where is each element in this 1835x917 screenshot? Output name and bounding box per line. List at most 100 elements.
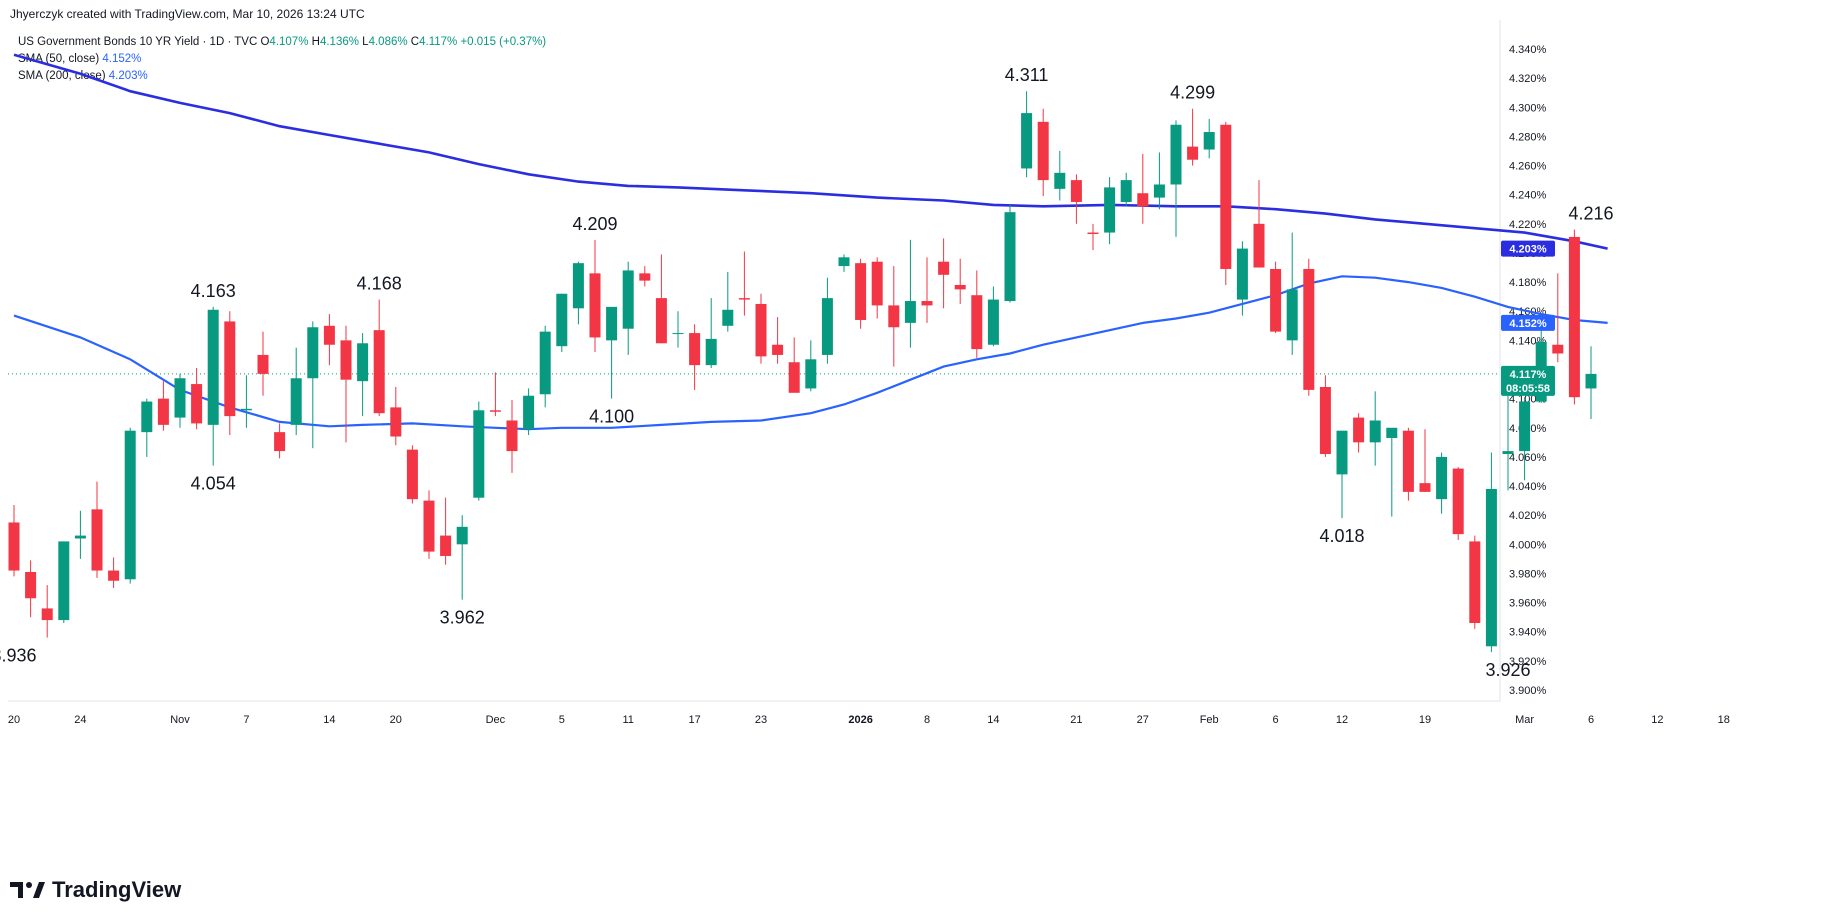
candle — [938, 238, 950, 309]
candle-body — [1286, 289, 1298, 341]
candle-body — [1137, 193, 1149, 207]
candle-body — [888, 305, 900, 328]
candle-body — [871, 261, 883, 306]
y-tick-label: 3.980% — [1509, 568, 1547, 580]
candle — [1568, 229, 1580, 405]
candle-body — [373, 330, 385, 414]
candle — [1253, 180, 1265, 268]
candle — [307, 321, 319, 449]
candle — [888, 266, 900, 367]
candle — [423, 490, 435, 559]
x-tick-label: 5 — [559, 714, 565, 726]
sma200-legend-row[interactable]: SMA (200, close) 4.203% — [18, 68, 546, 85]
candle — [788, 337, 800, 393]
candle-body — [772, 344, 784, 355]
y-tick-label: 3.920% — [1509, 656, 1547, 668]
candle — [1220, 121, 1232, 286]
candle — [589, 239, 601, 353]
candle — [1585, 346, 1597, 420]
price-annotation: 4.299 — [1170, 83, 1215, 103]
candle — [257, 331, 269, 396]
candle — [1037, 108, 1049, 197]
candle — [473, 401, 485, 501]
candle — [1270, 261, 1282, 334]
candles — [8, 91, 1597, 653]
candle-body — [1120, 180, 1132, 202]
candle-body — [1303, 268, 1315, 390]
candle — [157, 381, 169, 431]
y-tick-label: 4.020% — [1509, 510, 1547, 522]
candle-body — [788, 362, 800, 393]
candle-body — [689, 333, 701, 366]
candle — [390, 386, 402, 446]
x-axis: 20 24 Nov 7 14 20 Dec 5 11 17 23 2026 8 14 21 27 Feb 6 12 1… — [8, 714, 1730, 726]
candle-body — [1187, 146, 1199, 160]
candle-body — [1236, 248, 1248, 300]
candle-body — [1568, 236, 1580, 398]
candle-body — [738, 298, 750, 300]
x-tick-label: 21 — [1070, 714, 1082, 726]
candle-body — [357, 343, 369, 382]
candle-body — [340, 340, 352, 380]
candle — [1419, 429, 1431, 492]
candle-body — [556, 293, 568, 347]
tradingview-brand[interactable]: TradingView — [10, 877, 181, 903]
candle-body — [1170, 124, 1182, 185]
y-tick-label: 4.180% — [1509, 277, 1547, 289]
x-tick-label: 6 — [1588, 714, 1594, 726]
y-tick-label: 4.220% — [1509, 219, 1547, 231]
candle — [357, 333, 369, 417]
open-value: 4.107% — [269, 36, 309, 48]
candle — [871, 257, 883, 319]
x-tick-label: 24 — [74, 714, 86, 726]
candle-body — [672, 333, 684, 335]
candle — [1552, 273, 1564, 363]
symbol-title[interactable]: US Government Bonds 10 YR Yield · 1D · T… — [18, 36, 258, 48]
candle — [1452, 467, 1464, 540]
candle — [1170, 120, 1182, 237]
change-value: +0.015 (+0.37%) — [460, 36, 547, 48]
candle-body — [539, 331, 551, 395]
candle — [705, 298, 717, 369]
price-annotation: 4.018 — [1319, 526, 1364, 546]
candle — [290, 347, 302, 436]
candle-body — [855, 263, 867, 320]
candle-body — [1220, 124, 1232, 269]
candle-body — [606, 306, 618, 341]
candle-body — [1402, 430, 1414, 492]
candle — [606, 306, 618, 399]
candle-body — [1270, 268, 1282, 332]
candle — [41, 585, 53, 638]
candle — [1469, 535, 1481, 629]
brand-name: TradingView — [52, 877, 182, 902]
price-annotation: 4.216 — [1568, 204, 1613, 224]
candle — [1303, 258, 1315, 396]
candle — [855, 258, 867, 329]
x-tick-label: 12 — [1651, 714, 1663, 726]
y-tick-label: 4.300% — [1509, 102, 1547, 114]
high-value: 4.136% — [319, 36, 359, 48]
candle — [987, 286, 999, 347]
candle-body — [1153, 184, 1165, 198]
price-annotation: 4.209 — [572, 214, 617, 234]
x-tick-label: 23 — [755, 714, 767, 726]
candle-body — [307, 327, 319, 379]
ohlc-legend-row[interactable]: US Government Bonds 10 YR Yield · 1D · T… — [18, 34, 546, 51]
candle-body — [257, 354, 269, 374]
candle-body — [91, 509, 103, 571]
x-tick-label: Feb — [1200, 714, 1219, 726]
candle — [1087, 223, 1099, 251]
candle — [689, 324, 701, 390]
candle — [1054, 150, 1066, 201]
price-annotation: 4.168 — [357, 274, 402, 294]
candle — [406, 445, 418, 504]
candle-body — [456, 526, 468, 545]
candle — [1519, 397, 1531, 481]
candle — [1386, 427, 1398, 517]
candle-body — [1021, 113, 1033, 169]
candle — [1502, 391, 1514, 491]
candle — [722, 271, 734, 332]
high-label: H — [311, 36, 320, 48]
x-tick-label: Mar — [1515, 714, 1534, 726]
